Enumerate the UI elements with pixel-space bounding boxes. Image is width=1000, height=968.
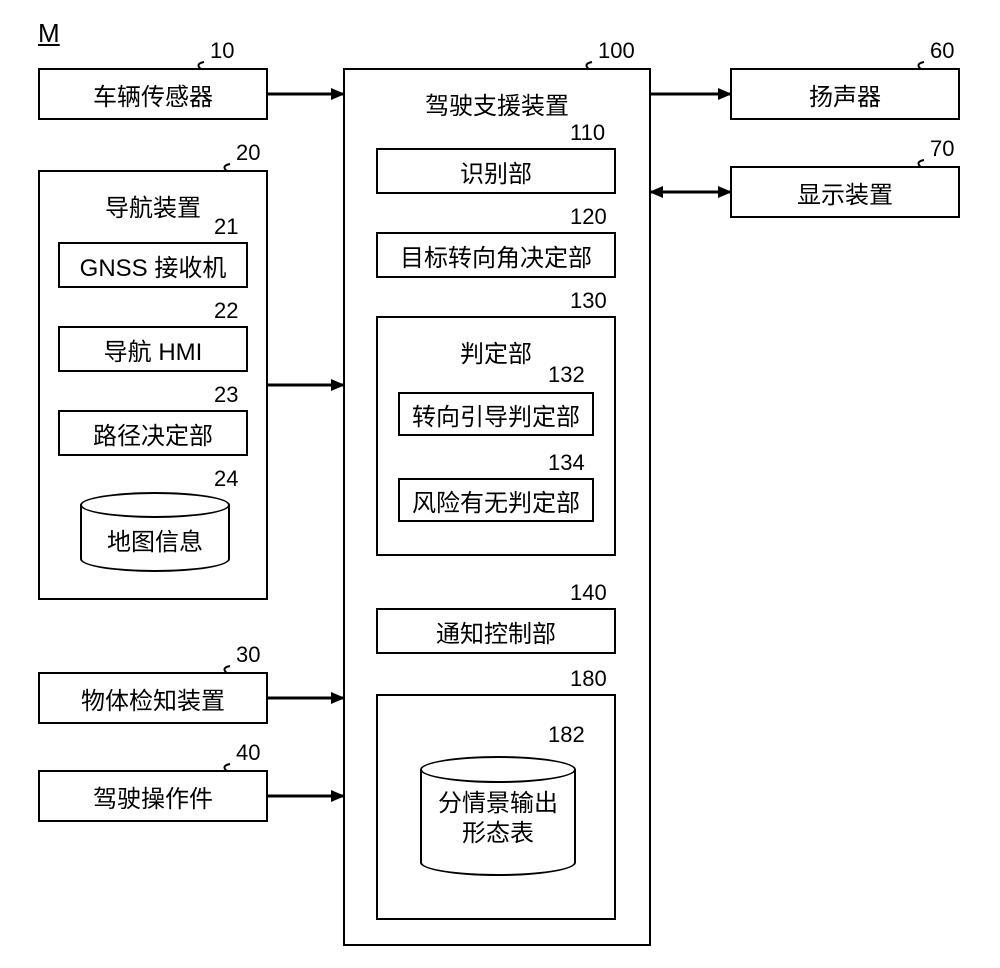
gnss-box: GNSS 接收机	[58, 242, 248, 288]
map_info-cylinder: 地图信息	[80, 492, 230, 572]
target_angle-number: 120	[570, 204, 607, 230]
map_info-label: 地图信息	[80, 522, 230, 557]
target_angle-label: 目标转向角决定部	[400, 238, 592, 273]
gnss-number: 21	[214, 214, 238, 240]
vehicle_sensor-label: 车辆传感器	[93, 77, 213, 112]
obj_detect-number: 30	[236, 642, 260, 668]
drive_support-label: 驾驶支援装置	[345, 80, 649, 121]
vehicle_sensor-box: 车辆传感器	[38, 68, 268, 120]
obj_detect-label: 物体检知装置	[81, 681, 225, 716]
figure-label-m: M	[38, 18, 60, 49]
diagram-canvas: M 导航装置20驾驶支援装置100判定部130180车辆传感器10GNSS 接收…	[0, 0, 1000, 968]
speaker-label: 扬声器	[809, 77, 881, 112]
obj_detect-box: 物体检知装置	[38, 672, 268, 724]
drive_op-number: 40	[236, 740, 260, 766]
target_angle-box: 目标转向角决定部	[376, 232, 616, 278]
display-box: 显示装置	[730, 166, 960, 218]
recognize-number: 110	[570, 120, 605, 146]
speaker-box: 扬声器	[730, 68, 960, 120]
gnss-label: GNSS 接收机	[80, 248, 227, 283]
scene_table-cylinder: 分情景输出形态表	[420, 756, 576, 876]
vehicle_sensor-number: 10	[210, 38, 234, 64]
drive_op-box: 驾驶操作件	[38, 770, 268, 822]
route_decide-number: 23	[214, 382, 238, 408]
judge-number: 130	[570, 288, 607, 314]
nav_hmi-number: 22	[214, 298, 238, 324]
drive_support-number: 100	[598, 38, 635, 64]
steer_judge-label: 转向引导判定部	[412, 397, 580, 432]
speaker-number: 60	[930, 38, 954, 64]
nav_hmi-label: 导航 HMI	[104, 332, 203, 367]
route_decide-box: 路径决定部	[58, 410, 248, 456]
drive_op-label: 驾驶操作件	[93, 779, 213, 814]
nav_device-number: 20	[236, 140, 260, 166]
display-number: 70	[930, 136, 954, 162]
notify_ctrl-label: 通知控制部	[436, 614, 556, 649]
risk_judge-box: 风险有无判定部	[398, 478, 594, 522]
nav_hmi-box: 导航 HMI	[58, 326, 248, 372]
scene_table-label: 分情景输出形态表	[420, 789, 576, 849]
map_info-number: 24	[214, 466, 238, 492]
notify_ctrl-box: 通知控制部	[376, 608, 616, 654]
scene_table-number: 182	[548, 722, 585, 748]
steer_judge-number: 132	[548, 362, 585, 388]
recognize-box: 识别部	[376, 148, 616, 194]
risk_judge-label: 风险有无判定部	[412, 483, 580, 518]
risk_judge-number: 134	[548, 450, 585, 476]
notify_ctrl-number: 140	[570, 580, 607, 606]
display-label: 显示装置	[797, 175, 893, 210]
cluster_180-number: 180	[570, 666, 607, 692]
recognize-label: 识别部	[460, 154, 532, 189]
route_decide-label: 路径决定部	[93, 416, 213, 451]
steer_judge-box: 转向引导判定部	[398, 392, 594, 436]
